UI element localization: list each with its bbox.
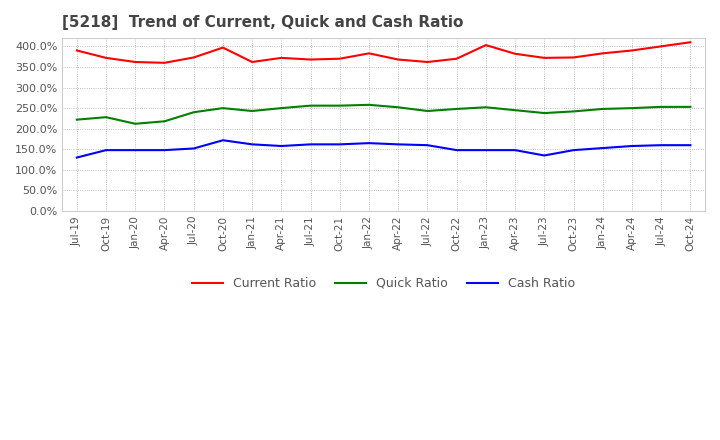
Quick Ratio: [598, 106, 607, 112]
Current Ratio: [423, 59, 432, 65]
Line: Quick Ratio: Quick Ratio: [77, 105, 690, 124]
Cash Ratio: [540, 153, 549, 158]
Current Ratio: [394, 57, 402, 62]
Cash Ratio: [336, 142, 344, 147]
Current Ratio: [482, 43, 490, 48]
Quick Ratio: [394, 105, 402, 110]
Cash Ratio: [628, 143, 636, 149]
Quick Ratio: [219, 106, 228, 111]
Quick Ratio: [452, 106, 461, 112]
Cash Ratio: [423, 143, 432, 148]
Cash Ratio: [394, 142, 402, 147]
Quick Ratio: [277, 106, 286, 111]
Quick Ratio: [482, 105, 490, 110]
Text: [5218]  Trend of Current, Quick and Cash Ratio: [5218] Trend of Current, Quick and Cash …: [62, 15, 464, 30]
Quick Ratio: [365, 102, 374, 107]
Current Ratio: [657, 44, 665, 49]
Current Ratio: [189, 55, 198, 60]
Cash Ratio: [189, 146, 198, 151]
Quick Ratio: [510, 107, 519, 113]
Current Ratio: [598, 51, 607, 56]
Line: Current Ratio: Current Ratio: [77, 42, 690, 63]
Current Ratio: [277, 55, 286, 61]
Cash Ratio: [510, 147, 519, 153]
Quick Ratio: [570, 109, 578, 114]
Current Ratio: [131, 59, 140, 65]
Legend: Current Ratio, Quick Ratio, Cash Ratio: Current Ratio, Quick Ratio, Cash Ratio: [187, 272, 580, 295]
Current Ratio: [628, 48, 636, 53]
Quick Ratio: [657, 104, 665, 110]
Cash Ratio: [570, 147, 578, 153]
Cash Ratio: [365, 140, 374, 146]
Current Ratio: [219, 45, 228, 50]
Quick Ratio: [102, 114, 110, 120]
Quick Ratio: [336, 103, 344, 108]
Cash Ratio: [306, 142, 315, 147]
Quick Ratio: [306, 103, 315, 108]
Current Ratio: [570, 55, 578, 60]
Cash Ratio: [73, 155, 81, 160]
Cash Ratio: [131, 147, 140, 153]
Quick Ratio: [540, 110, 549, 116]
Current Ratio: [540, 55, 549, 61]
Cash Ratio: [686, 143, 695, 148]
Current Ratio: [452, 56, 461, 61]
Quick Ratio: [628, 106, 636, 111]
Current Ratio: [336, 56, 344, 61]
Cash Ratio: [657, 143, 665, 148]
Quick Ratio: [160, 119, 168, 124]
Quick Ratio: [686, 104, 695, 110]
Current Ratio: [102, 55, 110, 61]
Line: Cash Ratio: Cash Ratio: [77, 140, 690, 158]
Cash Ratio: [277, 143, 286, 149]
Quick Ratio: [189, 110, 198, 115]
Current Ratio: [248, 59, 256, 65]
Current Ratio: [306, 57, 315, 62]
Current Ratio: [73, 48, 81, 53]
Quick Ratio: [423, 108, 432, 114]
Current Ratio: [686, 40, 695, 45]
Cash Ratio: [248, 142, 256, 147]
Cash Ratio: [452, 147, 461, 153]
Cash Ratio: [102, 147, 110, 153]
Cash Ratio: [219, 138, 228, 143]
Current Ratio: [510, 51, 519, 56]
Cash Ratio: [598, 146, 607, 151]
Current Ratio: [365, 51, 374, 56]
Quick Ratio: [73, 117, 81, 122]
Quick Ratio: [131, 121, 140, 126]
Quick Ratio: [248, 108, 256, 114]
Cash Ratio: [160, 147, 168, 153]
Cash Ratio: [482, 147, 490, 153]
Current Ratio: [160, 60, 168, 66]
